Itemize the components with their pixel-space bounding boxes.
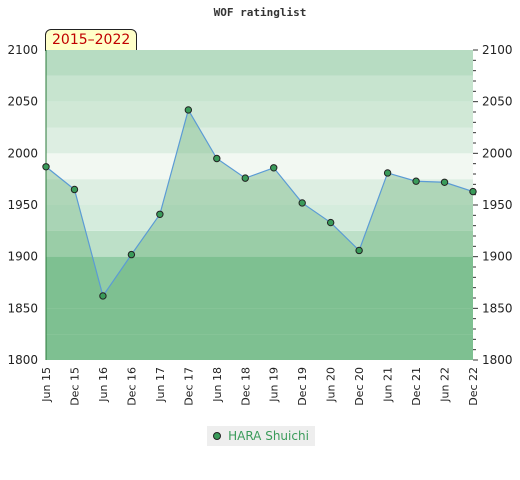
data-point xyxy=(383,169,392,177)
x-tick-label: Dec 20 xyxy=(353,367,366,406)
x-tick-label: Dec 15 xyxy=(68,367,81,406)
data-point xyxy=(270,164,278,172)
y-tick-label-right: 2050 xyxy=(482,95,513,109)
data-point xyxy=(156,210,164,219)
x-tick-label: Jun 17 xyxy=(154,367,167,403)
background-band xyxy=(46,50,473,76)
x-tick-label: Jun 21 xyxy=(382,367,395,403)
x-tick-label: Dec 21 xyxy=(410,367,423,406)
x-tick-label: Jun 20 xyxy=(325,367,338,403)
y-tick-label-right: 1900 xyxy=(482,250,513,264)
x-tick-label: Jun 16 xyxy=(97,367,110,403)
data-point xyxy=(99,292,107,300)
x-tick-label: Dec 16 xyxy=(125,367,138,406)
chart-title: WOF ratinglist xyxy=(213,6,307,19)
background-band xyxy=(46,101,473,128)
data-point xyxy=(127,250,136,259)
x-tick-label: Dec 19 xyxy=(296,367,309,406)
y-tick-label-right: 2100 xyxy=(482,43,513,57)
data-point xyxy=(355,246,363,255)
y-tick-label-right: 1800 xyxy=(482,353,513,367)
x-tick-label: Dec 17 xyxy=(182,367,195,406)
background-band xyxy=(46,75,473,102)
legend-label: HARA Shuichi xyxy=(228,429,309,443)
data-point xyxy=(440,178,449,186)
background-band xyxy=(46,127,473,154)
legend[interactable]: HARA Shuichi xyxy=(207,426,315,446)
series-line xyxy=(45,108,474,298)
background-band xyxy=(46,334,473,360)
x-tick-label: Jun 22 xyxy=(439,367,452,403)
data-point xyxy=(70,185,79,194)
y-tick-label-right: 1950 xyxy=(482,198,513,212)
x-tick-label: Jun 19 xyxy=(268,367,281,403)
x-tick-label: Jun 18 xyxy=(211,367,224,403)
y-tick-label-left: 2050 xyxy=(7,95,38,109)
data-point xyxy=(412,177,420,185)
x-tick-label: Dec 18 xyxy=(239,367,252,406)
y-tick-label-left: 2100 xyxy=(7,43,38,57)
y-tick-label-right: 1850 xyxy=(482,301,513,315)
data-point xyxy=(184,106,193,114)
y-tick-label-left: 1850 xyxy=(7,301,38,315)
series-area xyxy=(46,109,473,360)
background-band xyxy=(46,308,473,335)
data-point xyxy=(42,163,50,171)
background-band xyxy=(46,256,473,283)
y-tick-label-left: 1900 xyxy=(7,250,38,264)
data-point xyxy=(241,174,249,182)
background-band xyxy=(46,205,473,231)
data-point xyxy=(213,154,221,163)
y-tick-label-right: 2000 xyxy=(482,146,513,160)
background-band xyxy=(46,179,473,205)
y-tick-label-left: 1950 xyxy=(7,198,38,212)
background-band xyxy=(46,230,473,257)
background-band xyxy=(46,153,473,180)
legend-marker-icon xyxy=(213,432,222,440)
y-tick-label-left: 1800 xyxy=(7,353,38,367)
background-band xyxy=(46,282,473,309)
x-tick-label: Dec 22 xyxy=(467,367,480,406)
x-tick-label: Jun 15 xyxy=(40,367,53,403)
data-point xyxy=(469,187,477,196)
data-point xyxy=(326,218,335,227)
data-point xyxy=(298,199,306,207)
y-tick-label-left: 2000 xyxy=(7,146,38,160)
